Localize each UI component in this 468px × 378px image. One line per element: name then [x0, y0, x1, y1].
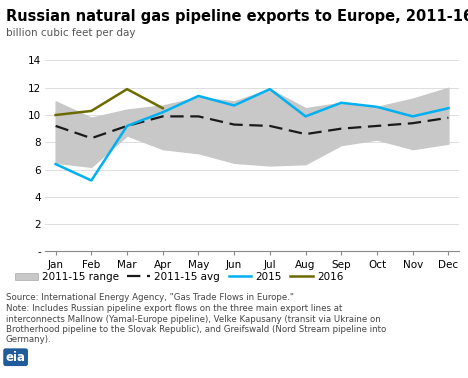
Text: Source: International Energy Agency, "Gas Trade Flows in Europe.": Source: International Energy Agency, "Ga…: [6, 293, 293, 302]
Text: eia: eia: [6, 351, 26, 364]
Text: Russian natural gas pipeline exports to Europe, 2011-16: Russian natural gas pipeline exports to …: [6, 9, 468, 25]
Text: Note: Includes Russian pipeline export flows on the three main export lines at
i: Note: Includes Russian pipeline export f…: [6, 304, 386, 344]
Legend: 2011-15 range, 2011-15 avg, 2015, 2016: 2011-15 range, 2011-15 avg, 2015, 2016: [11, 268, 348, 286]
Text: billion cubic feet per day: billion cubic feet per day: [6, 28, 135, 38]
